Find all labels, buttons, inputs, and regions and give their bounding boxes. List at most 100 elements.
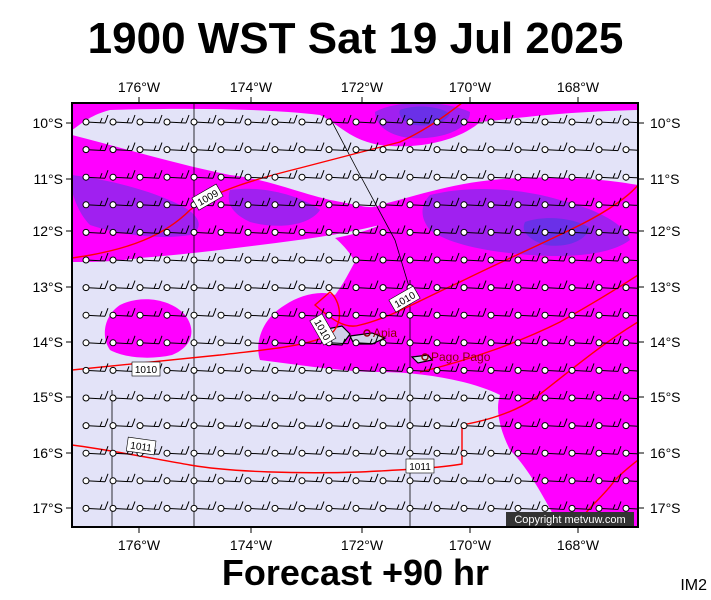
wind-station	[406, 449, 414, 457]
wind-station	[82, 284, 90, 292]
isobars	[72, 103, 638, 527]
wind-station	[136, 422, 144, 430]
wind-station	[190, 504, 198, 512]
wind-station	[541, 118, 549, 126]
wind-station	[622, 311, 630, 319]
wind-station	[217, 146, 225, 154]
wind-station	[217, 201, 225, 209]
wind-station	[244, 284, 252, 292]
wind-station	[541, 477, 549, 485]
wind-station	[325, 311, 333, 319]
wind-station	[163, 118, 171, 126]
wind-station	[298, 284, 306, 292]
lat-label-right: 15°S	[650, 389, 681, 405]
wind-station	[244, 256, 252, 264]
lat-label-right: 11°S	[650, 171, 679, 187]
wind-station	[244, 477, 252, 485]
lat-label-right: 14°S	[650, 334, 681, 350]
wind-station	[325, 477, 333, 485]
wind-station	[406, 146, 414, 154]
wind-station	[514, 394, 522, 402]
wind-station	[325, 118, 333, 126]
wind-station	[217, 449, 225, 457]
wind-station	[271, 366, 279, 374]
wind-station	[595, 339, 603, 347]
wind-station	[82, 477, 90, 485]
wind-station	[622, 449, 630, 457]
wind-station	[82, 366, 90, 374]
wind-station	[460, 284, 468, 292]
wind-station	[190, 477, 198, 485]
wind-station	[271, 311, 279, 319]
heavy-rain-west	[72, 175, 199, 237]
wind-station	[514, 118, 522, 126]
wind-station	[514, 146, 522, 154]
wind-station	[433, 173, 441, 181]
wind-station	[622, 477, 630, 485]
wind-station	[271, 284, 279, 292]
wind-barbs	[82, 114, 638, 512]
wind-station	[595, 311, 603, 319]
svg-text:1011: 1011	[130, 441, 153, 455]
wind-station	[325, 366, 333, 374]
wind-station	[487, 228, 495, 236]
wind-station	[190, 311, 198, 319]
wind-station	[622, 118, 630, 126]
wind-station	[433, 228, 441, 236]
wind-station	[433, 477, 441, 485]
wind-station	[595, 366, 603, 374]
wind-station	[379, 284, 387, 292]
wind-station	[271, 228, 279, 236]
wind-station	[595, 422, 603, 430]
wind-station	[190, 256, 198, 264]
wind-station	[163, 339, 171, 347]
wind-station	[352, 201, 360, 209]
wind-station	[568, 477, 576, 485]
wind-station	[352, 477, 360, 485]
wind-station	[379, 366, 387, 374]
lat-label-left: 11°S	[34, 171, 63, 187]
wind-station	[406, 339, 414, 347]
wind-station	[190, 449, 198, 457]
wind-station	[352, 256, 360, 264]
wind-station	[433, 394, 441, 402]
wind-station	[514, 477, 522, 485]
wind-station	[325, 504, 333, 512]
wind-station	[595, 173, 603, 181]
wind-station	[406, 366, 414, 374]
lat-label-left: 16°S	[32, 445, 63, 461]
wind-station	[136, 146, 144, 154]
wind-station	[136, 118, 144, 126]
wind-station	[433, 201, 441, 209]
wind-station	[379, 228, 387, 236]
wind-station	[622, 173, 630, 181]
wind-station	[163, 311, 171, 319]
wind-station	[325, 449, 333, 457]
wind-station	[379, 504, 387, 512]
wind-station	[460, 422, 468, 430]
wind-station	[433, 449, 441, 457]
wind-station	[595, 118, 603, 126]
wind-station	[460, 146, 468, 154]
wind-station	[217, 422, 225, 430]
wind-station	[460, 228, 468, 236]
wind-station	[460, 201, 468, 209]
wind-station	[82, 504, 90, 512]
wind-station	[109, 228, 117, 236]
wind-station	[460, 311, 468, 319]
lat-label-right: 10°S	[650, 115, 681, 131]
apia-marker	[363, 329, 371, 337]
wind-station	[622, 201, 630, 209]
wind-station	[352, 394, 360, 402]
wind-station	[595, 449, 603, 457]
wind-station	[379, 146, 387, 154]
wind-station	[109, 311, 117, 319]
wind-station	[136, 284, 144, 292]
wind-station	[163, 173, 171, 181]
wind-station	[109, 173, 117, 181]
wind-station	[190, 173, 198, 181]
wind-station	[190, 146, 198, 154]
wind-station	[82, 228, 90, 236]
wind-station	[190, 422, 198, 430]
lon-label-bottom: 168°W	[557, 537, 600, 552]
